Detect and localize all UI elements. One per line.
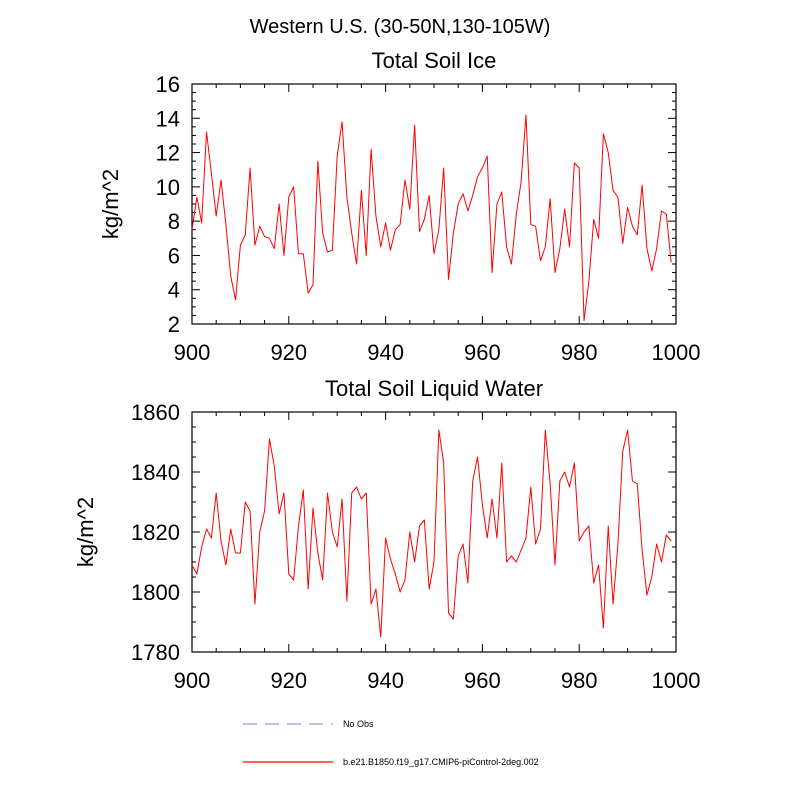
y-tick-label: 2: [168, 312, 180, 337]
figure-title: Western U.S. (30-50N,130-105W): [250, 16, 551, 38]
y-tick-label: 4: [168, 278, 180, 303]
plot-frame: [191, 411, 677, 653]
y-tick-label: 10: [156, 175, 180, 200]
panel-2: Total Soil Liquid Water kg/m^2 1780 1800 182…: [73, 376, 700, 693]
x-tick-label: 980: [561, 668, 598, 693]
y-tick-label: 8: [168, 209, 180, 234]
panel-1: Total Soil Ice kg/m^2 2 4 6 8 10 12 14 16 900 920 94…: [98, 48, 700, 365]
x-tick-label: 1000: [652, 340, 701, 365]
y-axis-label: kg/m^2: [98, 169, 123, 239]
x-tick-label: 980: [561, 340, 598, 365]
plot-frame: [191, 83, 677, 325]
x-tick-label: 960: [464, 340, 501, 365]
x-tick-label: 940: [367, 668, 404, 693]
x-tick-label: 940: [367, 340, 404, 365]
y-tick-label: 16: [156, 72, 180, 97]
series-line: [191, 114, 672, 322]
panel-title: Total Soil Liquid Water: [325, 376, 543, 401]
panel-title: Total Soil Ice: [372, 48, 497, 73]
x-tick-label: 900: [174, 340, 211, 365]
x-tick-label: 920: [270, 340, 307, 365]
chart-legend: No Obs b.e21.B1850.f19_g17.CMIP6-piContro…: [243, 719, 539, 767]
y-tick-label: 1820: [131, 520, 180, 545]
x-tick-label: 1000: [652, 668, 701, 693]
x-tick-label: 960: [464, 668, 501, 693]
legend-label: b.e21.B1850.f19_g17.CMIP6-piControl-2deg…: [343, 757, 539, 767]
y-tick-label: 12: [156, 141, 180, 166]
y-tick-label: 1840: [131, 460, 180, 485]
y-tick-label: 1860: [131, 400, 180, 425]
legend-label: No Obs: [343, 719, 374, 729]
series-line: [191, 429, 672, 638]
x-tick-label: 920: [270, 668, 307, 693]
x-tick-label: 900: [174, 668, 211, 693]
y-tick-label: 1800: [131, 580, 180, 605]
y-tick-label: 6: [168, 243, 180, 268]
chart-panels: Total Soil Ice kg/m^2 2 4 6 8 10 12 14 16 900 920 94…: [73, 48, 700, 693]
y-axis-label: kg/m^2: [73, 497, 98, 567]
y-tick-label: 1780: [131, 640, 180, 665]
y-tick-label: 14: [156, 106, 180, 131]
